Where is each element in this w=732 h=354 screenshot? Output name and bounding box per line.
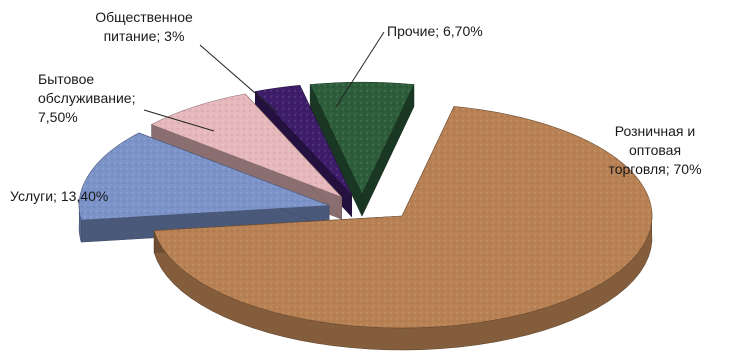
slice-label-line: питание; 3%	[104, 28, 185, 44]
slice-labels: Розничная и оптовая торговля; 70% Услуги; 1…	[10, 9, 702, 204]
slice-label-line: 7,50%	[38, 109, 78, 125]
leader-line-catering	[199, 44, 279, 114]
slice-label-other: Прочие; 6,70%	[387, 23, 483, 39]
pie-slice-other	[309, 81, 415, 217]
leader-line-household-services	[143, 109, 215, 132]
pie-slice-services	[78, 132, 330, 243]
slice-label-catering: Общественное питание; 3%	[95, 9, 193, 44]
slice-label-line: Прочие; 6,70%	[387, 23, 483, 39]
leader-lines	[143, 31, 385, 132]
slice-label-line: обслуживание;	[38, 90, 135, 106]
slice-label-retail-wholesale: Розничная и оптовая торговля; 70%	[608, 123, 701, 177]
slice-label-household-services: Бытовое обслуживание; 7,50%	[38, 71, 135, 125]
slice-label-line: оптовая	[629, 142, 681, 158]
pie-slices	[78, 81, 653, 351]
slice-label-line: Услуги; 13,40%	[10, 188, 108, 204]
pie-slice-retail-wholesale	[153, 106, 653, 351]
slice-label-services: Услуги; 13,40%	[10, 188, 108, 204]
leader-line-other	[335, 31, 385, 108]
slice-label-line: Бытовое	[38, 71, 94, 87]
slice-label-line: торговля; 70%	[608, 161, 701, 177]
slice-label-line: Общественное	[95, 9, 193, 25]
slice-label-line: Розничная и	[615, 123, 695, 139]
